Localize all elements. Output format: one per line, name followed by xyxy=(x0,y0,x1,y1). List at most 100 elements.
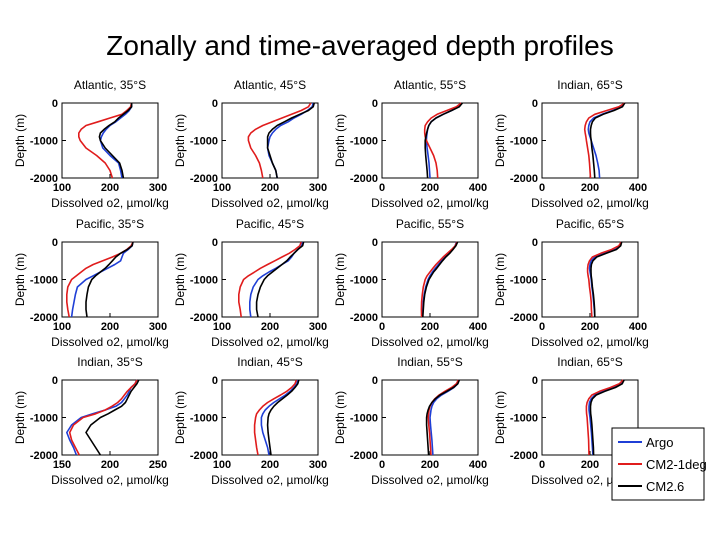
panel-title: Indian, 65°S xyxy=(557,355,623,369)
x-tick-label: 100 xyxy=(53,321,71,333)
y-tick-label: -1000 xyxy=(30,413,58,425)
y-axis-label: Depth (m) xyxy=(173,253,187,306)
x-axis-label: Dissolved o2, µmol/kg xyxy=(211,196,329,210)
x-tick-label: 400 xyxy=(629,321,647,333)
y-tick-label: -2000 xyxy=(30,173,58,185)
series-line-cm2-6 xyxy=(422,241,459,318)
series-line-cm2-1deg xyxy=(247,102,312,179)
x-axis-label: Dissolved o2, µmol/kg xyxy=(51,196,169,210)
x-tick-label: 300 xyxy=(149,321,167,333)
x-axis-label: Dissolved o2, µmol/kg xyxy=(371,196,489,210)
series-line-argo xyxy=(260,379,299,456)
y-tick-label: -1000 xyxy=(190,136,218,148)
y-tick-label: -2000 xyxy=(350,450,378,462)
y-axis-label: Depth (m) xyxy=(333,253,347,306)
y-tick-label: -2000 xyxy=(350,312,378,324)
y-tick-label: 0 xyxy=(372,375,378,387)
x-tick-label: 100 xyxy=(213,459,231,471)
series-line-cm2-6 xyxy=(255,241,305,318)
series-line-cm2-6 xyxy=(590,241,623,318)
plot-frame xyxy=(61,379,159,456)
y-tick-label: 0 xyxy=(532,375,538,387)
x-tick-label: 150 xyxy=(53,459,71,471)
x-tick-label: 200 xyxy=(581,321,599,333)
x-tick-label: 200 xyxy=(261,321,279,333)
y-tick-label: -2000 xyxy=(190,173,218,185)
x-tick-label: 0 xyxy=(379,459,385,471)
y-axis-label: Depth (m) xyxy=(493,391,507,444)
panel-title: Atlantic, 45°S xyxy=(234,78,306,92)
x-tick-label: 200 xyxy=(101,459,119,471)
figure-title: Zonally and time-averaged depth profiles xyxy=(106,30,613,61)
y-axis-label: Depth (m) xyxy=(333,391,347,444)
series-line-cm2-1deg xyxy=(238,241,302,318)
panel-title: Indian, 65°S xyxy=(557,78,623,92)
y-axis-label: Depth (m) xyxy=(13,114,27,167)
y-tick-label: -2000 xyxy=(510,312,538,324)
x-tick-label: 300 xyxy=(309,459,327,471)
panel-title: Pacific, 55°S xyxy=(396,217,464,231)
y-tick-label: -2000 xyxy=(30,450,58,462)
series-line-cm2-1deg xyxy=(585,379,624,456)
y-tick-label: 0 xyxy=(372,237,378,249)
x-tick-label: 200 xyxy=(261,459,279,471)
panel-title: Indian, 45°S xyxy=(237,355,303,369)
series-line-cm2-1deg xyxy=(583,102,626,179)
x-tick-label: 0 xyxy=(379,182,385,194)
x-tick-label: 200 xyxy=(261,182,279,194)
series-line-cm2-6 xyxy=(589,379,625,456)
series-line-cm2-1deg xyxy=(420,241,458,318)
panel-title: Pacific, 35°S xyxy=(76,217,144,231)
x-tick-label: 200 xyxy=(581,182,599,194)
plot-frame xyxy=(541,241,639,318)
y-tick-label: -1000 xyxy=(190,275,218,287)
x-tick-label: 0 xyxy=(379,321,385,333)
y-axis-label: Depth (m) xyxy=(493,114,507,167)
y-tick-label: -2000 xyxy=(350,173,378,185)
y-axis-label: Depth (m) xyxy=(173,391,187,444)
x-tick-label: 300 xyxy=(309,182,327,194)
series-line-cm2-1deg xyxy=(68,379,138,456)
y-tick-label: 0 xyxy=(52,98,58,110)
x-tick-label: 200 xyxy=(421,321,439,333)
y-tick-label: 0 xyxy=(212,375,218,387)
legend-entry: CM2.6 xyxy=(646,479,684,494)
y-tick-label: 0 xyxy=(212,98,218,110)
x-tick-label: 200 xyxy=(421,182,439,194)
y-tick-label: -1000 xyxy=(30,136,58,148)
panel-title: Pacific, 45°S xyxy=(236,217,304,231)
series-line-argo xyxy=(421,241,458,318)
series-line-argo xyxy=(99,103,133,179)
x-axis-label: Dissolved o2, µmol/kg xyxy=(51,335,169,349)
y-tick-label: -1000 xyxy=(510,275,538,287)
panel-title: Indian, 35°S xyxy=(77,355,143,369)
y-tick-label: 0 xyxy=(372,98,378,110)
y-tick-label: -2000 xyxy=(510,173,538,185)
panel-title: Pacific, 65°S xyxy=(556,217,624,231)
x-tick-label: 400 xyxy=(469,182,487,194)
y-tick-label: 0 xyxy=(212,237,218,249)
panel-title: Atlantic, 35°S xyxy=(74,78,146,92)
y-tick-label: -2000 xyxy=(190,312,218,324)
series-line-cm2-1deg xyxy=(78,102,133,179)
y-tick-label: -1000 xyxy=(350,136,378,148)
y-axis-label: Depth (m) xyxy=(333,114,347,167)
series-line-cm2-6 xyxy=(85,241,134,318)
y-axis-label: Depth (m) xyxy=(173,114,187,167)
x-tick-label: 400 xyxy=(469,321,487,333)
y-axis-label: Depth (m) xyxy=(13,253,27,306)
y-tick-label: 0 xyxy=(532,237,538,249)
x-tick-label: 200 xyxy=(581,459,599,471)
x-tick-label: 0 xyxy=(539,182,545,194)
y-tick-label: -2000 xyxy=(30,312,58,324)
y-tick-label: -2000 xyxy=(510,450,538,462)
x-axis-label: Dissolved o2, µmol/kg xyxy=(211,473,329,487)
panel-title: Atlantic, 55°S xyxy=(394,78,466,92)
y-tick-label: -1000 xyxy=(510,136,538,148)
